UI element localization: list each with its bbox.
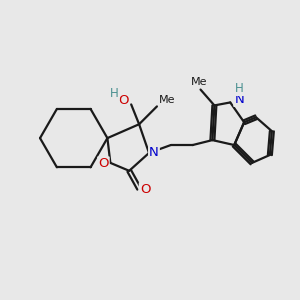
Text: N: N [234, 93, 244, 106]
Text: O: O [98, 158, 109, 170]
Text: Me: Me [159, 95, 175, 105]
Text: N: N [149, 146, 159, 160]
Text: Me: Me [191, 76, 208, 87]
Text: O: O [118, 94, 128, 107]
Text: H: H [235, 82, 244, 95]
Text: H: H [110, 87, 119, 100]
Text: O: O [140, 183, 150, 196]
